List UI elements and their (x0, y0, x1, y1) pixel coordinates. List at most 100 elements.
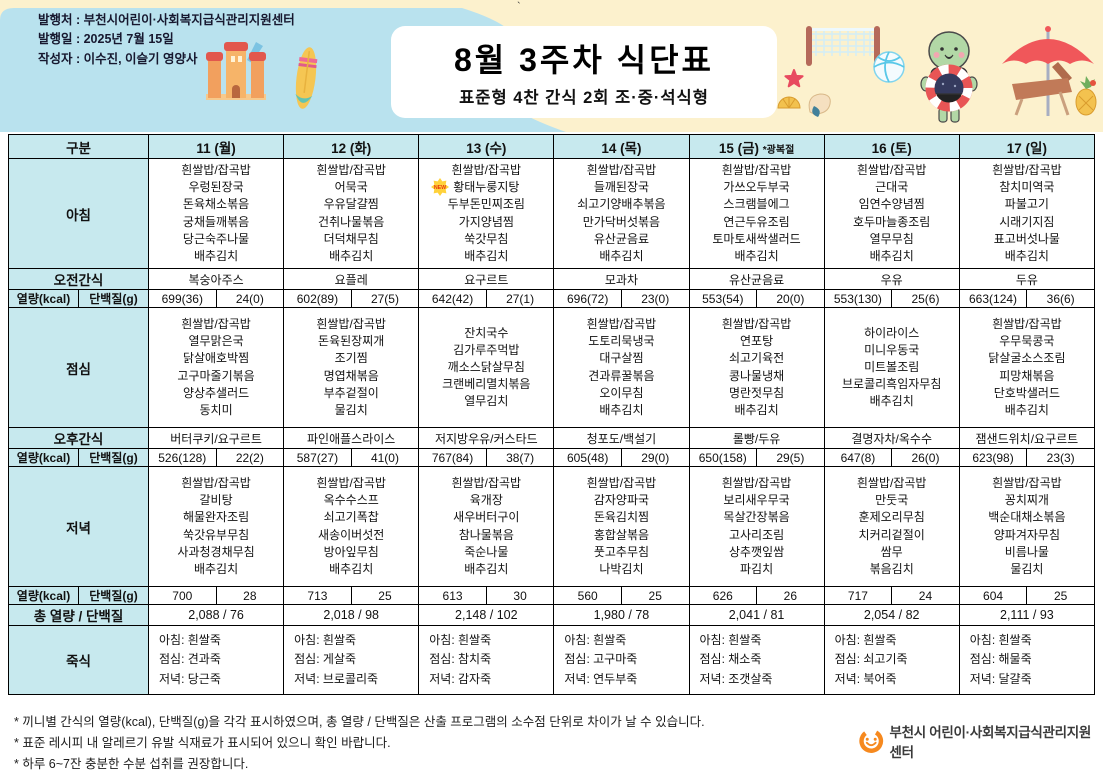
dinner-thu: 흰쌀밥/잡곡밥 감자양파국 돈육김치찜 홍합살볶음 풋고추무침 나박김치 (553, 466, 690, 587)
row-label-pm-snack: 오후간식 (8, 427, 149, 449)
total-sat: 2,054 / 82 (823, 604, 960, 626)
weekly-menu-table: 구분 11 (월) 12 (화) 13 (수) 14 (목) 15 (금) *광… (8, 134, 1096, 695)
row-label-protein: 단백질(g) (78, 448, 149, 467)
pm-snack-tue: 파인애플스라이스 (283, 427, 420, 449)
breakfast-kcal-wed: 642(42) (418, 289, 487, 308)
lunch-kcal-tue: 587(27) (283, 448, 352, 467)
pm-snack-row: 오후간식 버터쿠키/요구르트 파인애플스라이스 저지방우유/커스타드 청포도/백… (8, 427, 1096, 449)
breakfast-protein-thu: 23(0) (620, 289, 690, 308)
lunch-protein-sun: 23(3) (1026, 448, 1095, 467)
pm-snack-sat: 결명자차/옥수수 (823, 427, 960, 449)
dinner-row: 저녁 흰쌀밥/잡곡밥 갈비탕 해물완자조림 쑥갓유부무침 사과청경채무침 배추김… (8, 466, 1096, 587)
row-label-protein: 단백질(g) (78, 289, 149, 308)
volleyball-net-icon (806, 26, 880, 66)
day-header-thu: 14 (목) (553, 134, 690, 159)
dinner-kcal-sun: 604 (958, 586, 1028, 605)
breakfast-thu: 흰쌀밥/잡곡밥 들깨된장국 쇠고기양배추볶음 만가닥버섯볶음 유산균음료 배추김… (553, 158, 690, 269)
lunch-protein-tue: 41(0) (350, 448, 420, 467)
breakfast-protein-fri: 20(0) (756, 289, 825, 308)
porridge-fri: 아침: 흰쌀죽 점심: 채소죽 저녁: 조갯살죽 (688, 625, 825, 695)
lunch-kcal-thu: 605(48) (553, 448, 622, 467)
lunch-protein-wed: 38(7) (485, 448, 555, 467)
row-label-lunch: 점심 (8, 307, 149, 428)
corner-header: 구분 (8, 134, 149, 159)
lunch-wed: 잔치국수 김가루주먹밥 깨소스닭살무침 크랜베리멸치볶음 열무김치 (418, 307, 555, 428)
lunch-kcal-fri: 650(158) (688, 448, 758, 467)
dinner-protein-sat: 24 (891, 586, 960, 605)
breakfast-kcal-thu: 696(72) (553, 289, 622, 308)
new-item-badge-icon: NEW (431, 178, 450, 196)
breakfast-kcal-sat: 553(130) (823, 289, 893, 308)
lunch-tue: 흰쌀밥/잡곡밥 돈육된장찌개 조기찜 명엽채볶음 부추겉절이 물김치 (283, 307, 420, 428)
dinner-sun: 흰쌀밥/잡곡밥 꽁치찌개 백순대채소볶음 양파겨자무침 비름나물 물김치 (958, 466, 1096, 587)
breakfast-protein-sun: 36(6) (1026, 289, 1095, 308)
sandcastle-icon (206, 42, 266, 100)
lunch-protein-fri: 29(5) (756, 448, 825, 467)
porridge-sat: 아침: 흰쌀죽 점심: 쇠고기죽 저녁: 북어죽 (823, 625, 960, 695)
lunch-kcal-wed: 767(84) (418, 448, 487, 467)
dinner-mon: 흰쌀밥/잡곡밥 갈비탕 해물완자조림 쑥갓유부무침 사과청경채무침 배추김치 (147, 466, 285, 587)
header-banner: 발행처 : 부천시어린이·사회복지급식관리지원센터 발행일 : 2025년 7월… (0, 0, 1103, 132)
row-label-kcal: 열량(kcal) (8, 289, 79, 308)
day-header-mon: 11 (월) (147, 134, 285, 159)
publisher-line: 발행처 : 부천시어린이·사회복지급식관리지원센터 (38, 13, 295, 27)
dinner-kcal-fri: 626 (688, 586, 758, 605)
dinner-nutrition-row: 열량(kcal) 단백질(g) 700 28 713 25 613 30 560… (8, 586, 1095, 605)
pm-snack-mon: 버터쿠키/요구르트 (147, 427, 285, 449)
total-fri: 2,041 / 81 (688, 604, 825, 626)
day-header-tue: 12 (화) (283, 134, 420, 159)
am-snack-wed: 요구르트 (418, 268, 555, 290)
author-line: 작성자 : 이수진, 이슬기 영양사 (38, 51, 198, 66)
surfboard-icon (295, 47, 318, 109)
breakfast-kcal-tue: 602(89) (283, 289, 352, 308)
footnote-1: * 끼니별 간식의 열량(kcal), 단백질(g)을 각각 표시하였으며, 총… (14, 715, 705, 729)
dinner-protein-sun: 25 (1026, 586, 1095, 605)
lunch-kcal-mon: 526(128) (148, 448, 217, 467)
porridge-thu: 아침: 흰쌀죽 점심: 고구마죽 저녁: 연두부죽 (553, 625, 690, 695)
holiday-note: *광복절 (762, 144, 795, 156)
dinner-protein-thu: 25 (620, 586, 690, 605)
row-label-kcal: 열량(kcal) (8, 448, 79, 467)
day-header-fri: 15 (금) *광복절 (688, 134, 825, 159)
row-label-breakfast: 아침 (8, 158, 149, 269)
pm-snack-wed: 저지방우유/커스타드 (418, 427, 555, 449)
row-label-dinner: 저녁 (8, 466, 149, 587)
lunch-thu: 흰쌀밥/잡곡밥 도토리묵냉국 대구살찜 견과류꿀볶음 오이무침 배추김치 (553, 307, 690, 428)
breakfast-sun: 흰쌀밥/잡곡밥 참치미역국 파불고기 시래기지짐 표고버섯나물 배추김치 (958, 158, 1096, 269)
row-label-am-snack: 오전간식 (8, 268, 149, 290)
am-snack-thu: 모과차 (553, 268, 690, 290)
porridge-row: 죽식 아침: 흰쌀죽 점심: 견과죽 저녁: 당근죽 아침: 흰쌀죽 점심: 게… (8, 625, 1096, 695)
dinner-kcal-wed: 613 (418, 586, 487, 605)
lunch-kcal-sat: 647(8) (823, 448, 893, 467)
dinner-protein-wed: 30 (485, 586, 555, 605)
breakfast-fri: 흰쌀밥/잡곡밥 가쓰오두부국 스크램블에그 연근두유조림 토마토새싹샐러드 배추… (688, 158, 825, 269)
am-snack-sun: 두유 (958, 268, 1096, 290)
page-title: 8월 3주차 식단표 (453, 42, 714, 78)
dinner-kcal-tue: 713 (283, 586, 352, 605)
dinner-wed: 흰쌀밥/잡곡밥 육개장 새우버터구이 참나물볶음 죽순나물 배추김치 (418, 466, 555, 587)
dinner-tue: 흰쌀밥/잡곡밥 옥수수스프 쇠고기폭찹 새송이버섯전 방아잎무침 배추김치 (283, 466, 420, 587)
porridge-mon: 아침: 흰쌀죽 점심: 견과죽 저녁: 당근죽 (147, 625, 285, 695)
smiley-logo-icon (859, 729, 884, 753)
total-mon: 2,088 / 76 (147, 604, 285, 626)
footnotes: * 끼니별 간식의 열량(kcal), 단백질(g)을 각각 표시하였으며, 총… (14, 712, 705, 775)
dinner-sat: 흰쌀밥/잡곡밥 만둣국 훈제오리무침 치커리겉절이 쌈무 볶음김치 (823, 466, 960, 587)
breakfast-kcal-fri: 553(54) (688, 289, 758, 308)
dinner-kcal-thu: 560 (553, 586, 622, 605)
footnote-3: * 하루 6~7잔 충분한 수분 섭취를 권장합니다. (14, 757, 249, 771)
dinner-fri: 흰쌀밥/잡곡밥 보리새우무국 목살간장볶음 고사리조림 상추깻잎쌈 파김치 (688, 466, 825, 587)
lunch-sun: 흰쌀밥/잡곡밥 우무묵콩국 닭살굴소스조림 피망채볶음 단호박샐러드 배추김치 (958, 307, 1096, 428)
breakfast-wed: 흰쌀밥/잡곡밥 황태누룽지탕 두부돈민찌조림 가지양념찜 쑥갓무침 배추김치 N… (418, 158, 555, 269)
volleyball-icon (873, 51, 905, 83)
pm-snack-sun: 잼샌드위치/요구르트 (958, 427, 1096, 449)
pm-snack-fri: 롤빵/두유 (688, 427, 825, 449)
porridge-sun: 아침: 흰쌀죽 점심: 해물죽 저녁: 달걀죽 (958, 625, 1096, 695)
footnote-2: * 표준 레시피 내 알레르기 유발 식재료가 표시되어 있으니 확인 바랍니다… (14, 736, 391, 750)
breakfast-protein-wed: 27(1) (485, 289, 555, 308)
issue-date-line: 발행일 : 2025년 7월 15일 (38, 32, 174, 47)
am-snack-row: 오전간식 복숭아주스 요플레 요구르트 모과차 유산균음료 우유 두유 (8, 268, 1096, 290)
porridge-tue: 아침: 흰쌀죽 점심: 게살죽 저녁: 브로콜리죽 (283, 625, 420, 695)
dinner-kcal-sat: 717 (823, 586, 893, 605)
row-label-protein: 단백질(g) (78, 586, 149, 605)
logo-text: 부천시 어린이·사회복지급식관리지원센터 (889, 725, 1092, 760)
